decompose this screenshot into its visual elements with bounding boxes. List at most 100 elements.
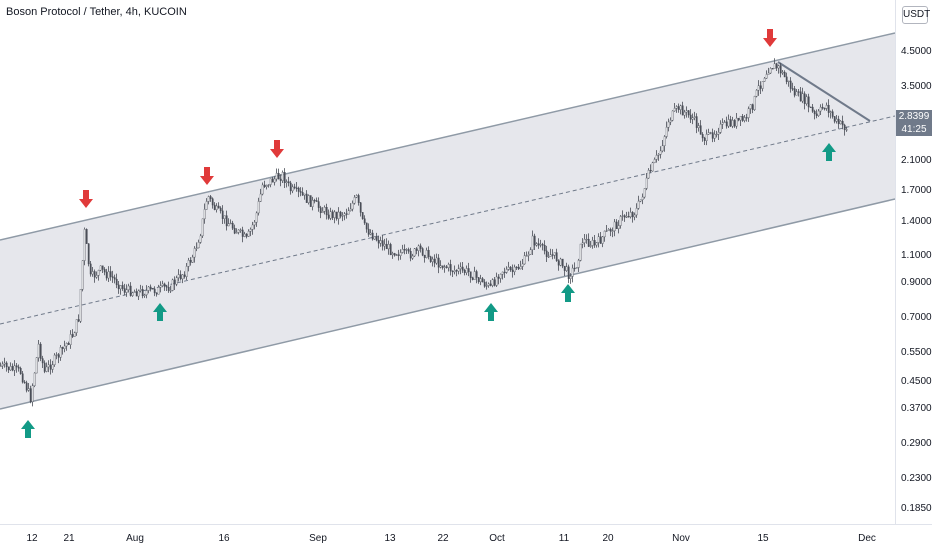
- candle-body: [273, 178, 276, 183]
- candle-body: [807, 96, 810, 108]
- candle-body: [443, 266, 446, 268]
- x-tick-label: Dec: [858, 533, 876, 544]
- candle-body: [333, 211, 336, 218]
- price-axis[interactable]: [895, 0, 932, 524]
- candle-body: [35, 357, 38, 374]
- candle-body: [175, 277, 178, 285]
- candle-body: [709, 132, 712, 134]
- candle-body: [697, 125, 700, 128]
- candle-body: [617, 225, 620, 230]
- candle-body: [0, 365, 2, 367]
- candle-body: [749, 104, 752, 109]
- candle-body: [315, 200, 318, 202]
- candle-body: [683, 111, 686, 116]
- currency-badge[interactable]: USDT: [902, 6, 930, 24]
- candle-body: [503, 271, 506, 274]
- y-tick-label: 0.7000: [901, 312, 932, 323]
- y-tick-label: 2.1000: [901, 155, 932, 166]
- up-arrow: [822, 143, 836, 161]
- candle-body: [201, 218, 204, 237]
- candle-body: [125, 289, 128, 293]
- x-tick-label: Nov: [672, 533, 690, 544]
- candle-body: [437, 257, 440, 268]
- candle-body: [381, 240, 384, 247]
- down-arrow: [200, 167, 214, 185]
- candle-body: [203, 209, 206, 220]
- candle-body: [739, 115, 742, 121]
- candle-body: [591, 240, 594, 246]
- candle-body: [795, 91, 798, 96]
- candle-body: [477, 277, 480, 283]
- y-tick-label: 1.7000: [901, 185, 932, 196]
- candle-body: [33, 372, 36, 386]
- candle-body: [639, 199, 642, 202]
- y-tick-label: 0.2900: [901, 438, 932, 449]
- candle-body: [43, 362, 46, 372]
- candle-body: [727, 119, 730, 127]
- candle-body: [15, 365, 18, 368]
- candle-body: [663, 136, 666, 146]
- candle-body: [631, 212, 634, 218]
- candle-body: [253, 221, 256, 226]
- candle-body: [843, 124, 846, 130]
- candle-body: [83, 229, 86, 261]
- candle-body: [721, 122, 724, 125]
- candle-body: [291, 186, 294, 192]
- candle-body: [823, 108, 826, 110]
- candle-body: [737, 117, 740, 121]
- candle-body: [185, 266, 188, 277]
- candle-body: [117, 284, 120, 290]
- candle-body: [63, 345, 66, 349]
- candle-body: [67, 343, 70, 345]
- time-axis[interactable]: [0, 524, 932, 551]
- candle-body: [685, 110, 688, 113]
- candle-body: [613, 221, 616, 232]
- candle-body: [247, 231, 250, 237]
- candle-body: [471, 277, 474, 280]
- candle-body: [79, 289, 82, 322]
- candle-body: [473, 271, 476, 280]
- candle-body: [593, 240, 596, 246]
- x-tick-label: 11: [558, 533, 570, 544]
- candle-body: [725, 121, 728, 127]
- candle-body: [353, 197, 356, 204]
- candle-body: [389, 244, 392, 256]
- candle-body: [819, 106, 822, 112]
- candle-body: [689, 114, 692, 120]
- candle-body: [397, 254, 400, 256]
- candle-body: [179, 274, 182, 280]
- candle-body: [581, 242, 584, 245]
- candle-body: [745, 117, 748, 119]
- candle-body: [425, 249, 428, 258]
- candle-body: [515, 266, 518, 269]
- candle-body: [757, 85, 760, 91]
- candle-body: [665, 126, 668, 137]
- candle-body: [399, 252, 402, 256]
- candle-body: [413, 248, 416, 257]
- candle-body: [55, 354, 58, 356]
- candle-body: [195, 247, 198, 249]
- candle-body: [571, 267, 574, 277]
- arrows: [21, 29, 836, 438]
- candle-body: [411, 255, 414, 259]
- candle-body: [837, 118, 840, 125]
- candle-body: [501, 271, 504, 275]
- candle-body: [583, 239, 586, 243]
- candle-body: [307, 195, 310, 203]
- candle-body: [93, 271, 96, 278]
- x-tick-label: 13: [384, 533, 396, 544]
- candle-body: [449, 264, 452, 272]
- candle-body: [657, 154, 660, 156]
- candle-body: [343, 213, 346, 216]
- candle-body: [155, 292, 158, 295]
- candle-body: [459, 266, 462, 269]
- candle-body: [223, 215, 226, 219]
- candle-body: [835, 118, 838, 122]
- candle-body: [139, 289, 142, 291]
- candle-body: [303, 193, 306, 196]
- candle-body: [131, 292, 134, 296]
- candle-body: [629, 212, 632, 218]
- candle-body: [209, 196, 212, 199]
- candle-body: [677, 106, 680, 110]
